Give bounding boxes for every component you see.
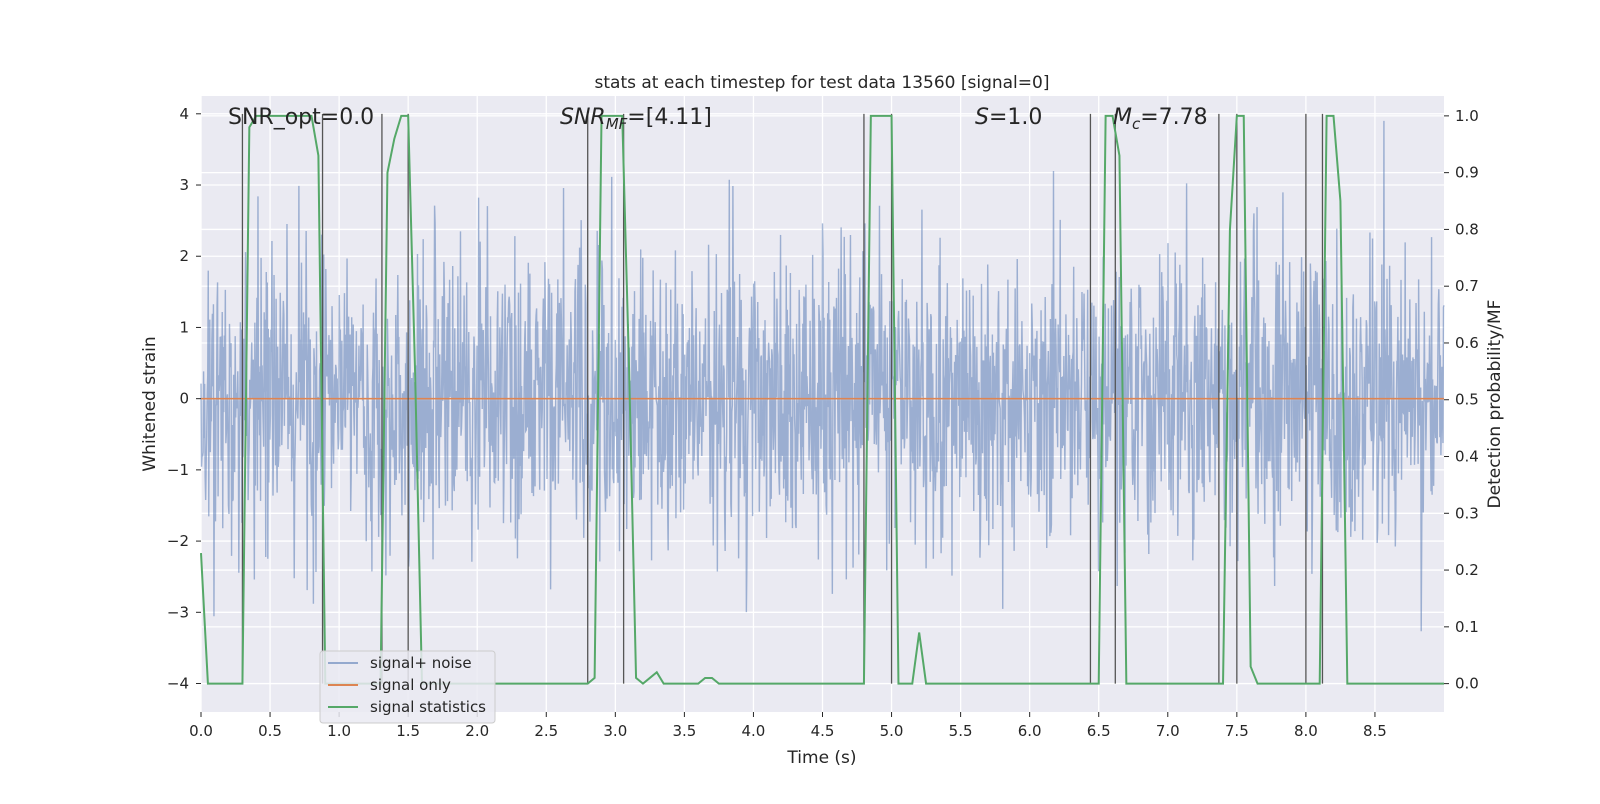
- y-right-tick-labels: 1.0 0.9 0.8 0.7 0.6 0.5 0.4 0.3 0.2 0.1 0.0: [1444, 107, 1479, 693]
- annotation-s: S=1.0: [975, 105, 1042, 130]
- x-tick-label: 0.5: [258, 722, 282, 740]
- annotation-snr-opt: SNR_opt=0.0: [228, 105, 374, 130]
- x-axis-label: Time (s): [786, 748, 856, 768]
- legend: signal+ noise signal only signal statist…: [319, 650, 496, 724]
- legend-label-signal-only: signal only: [370, 676, 451, 694]
- y-left-tick-label: 2: [179, 247, 189, 265]
- legend-label-signal-noise: signal+ noise: [370, 654, 472, 672]
- y-right-axis-label: Detection probability/MF: [1485, 300, 1505, 509]
- y-left-tick-labels: 4 3 2 1 0 −1 −2 −3 −4: [167, 105, 201, 693]
- x-tick-labels: 0.0 0.5 1.0 1.5 2.0 2.5 3.0 3.5 4.0 4.5 5.0 5.5 6.0 6…: [189, 712, 1387, 740]
- y-right-tick-label: 0.8: [1455, 220, 1479, 238]
- y-right-tick-label: 0.6: [1455, 334, 1479, 352]
- x-tick-label: 7.0: [1156, 722, 1180, 740]
- y-right-tick-label: 0.7: [1455, 277, 1479, 295]
- x-tick-label: 3.0: [603, 722, 627, 740]
- s-value: =1.0: [989, 105, 1042, 130]
- x-tick-label: 4.0: [742, 722, 766, 740]
- x-tick-label: 4.5: [811, 722, 835, 740]
- x-tick-label: 6.0: [1018, 722, 1042, 740]
- y-left-tick-label: 3: [179, 176, 189, 194]
- mc-value: =7.78: [1140, 105, 1207, 130]
- x-tick-label: 8.5: [1363, 722, 1387, 740]
- x-tick-label: 5.5: [949, 722, 973, 740]
- y-right-tick-label: 0.4: [1455, 448, 1479, 466]
- y-right-tick-label: 0.3: [1455, 504, 1479, 522]
- mc-symbol: M: [1113, 105, 1132, 130]
- y-left-tick-label: −1: [167, 461, 189, 479]
- x-tick-label: 2.5: [534, 722, 558, 740]
- x-tick-label: 5.0: [880, 722, 904, 740]
- s-symbol: S: [975, 105, 989, 130]
- y-right-tick-label: 0.2: [1455, 561, 1479, 579]
- x-tick-label: 1.0: [327, 722, 351, 740]
- x-tick-label: 0.0: [189, 722, 213, 740]
- annotation-snr-mf: SNRMF=[4.11]: [560, 105, 712, 133]
- y-right-tick-label: 0.9: [1455, 164, 1479, 182]
- y-left-tick-label: −4: [167, 675, 189, 693]
- x-tick-label: 2.0: [465, 722, 489, 740]
- x-tick-label: 6.5: [1087, 722, 1111, 740]
- snr-mf-value: =[4.11]: [627, 105, 712, 130]
- x-tick-label: 7.5: [1225, 722, 1249, 740]
- snr-mf-subscript: MF: [606, 115, 628, 133]
- series-signal-statistics: [200, 114, 1444, 685]
- mc-subscript: c: [1132, 115, 1141, 133]
- chart-title: stats at each timestep for test data 135…: [595, 73, 1050, 93]
- y-left-axis-label: Whitened strain: [140, 336, 160, 471]
- legend-box: [319, 650, 496, 724]
- y-left-tick-label: 4: [179, 105, 189, 123]
- y-left-tick-label: −3: [167, 603, 189, 621]
- y-right-tick-label: 0.0: [1455, 675, 1479, 693]
- y-right-tick-label: 0.1: [1455, 618, 1479, 636]
- snr-mf-symbol: SNR: [560, 105, 606, 130]
- x-tick-label: 8.0: [1294, 722, 1318, 740]
- x-tick-label: 3.5: [672, 722, 696, 740]
- y-left-tick-label: 0: [179, 390, 189, 408]
- legend-label-signal-statistics: signal statistics: [370, 698, 486, 716]
- annotation-mc: Mc=7.78: [1113, 105, 1208, 133]
- y-left-tick-label: −2: [167, 532, 189, 550]
- y-right-tick-label: 0.5: [1455, 391, 1479, 409]
- y-left-tick-label: 1: [179, 318, 189, 336]
- y-right-tick-label: 1.0: [1455, 107, 1479, 125]
- x-tick-label: 1.5: [396, 722, 420, 740]
